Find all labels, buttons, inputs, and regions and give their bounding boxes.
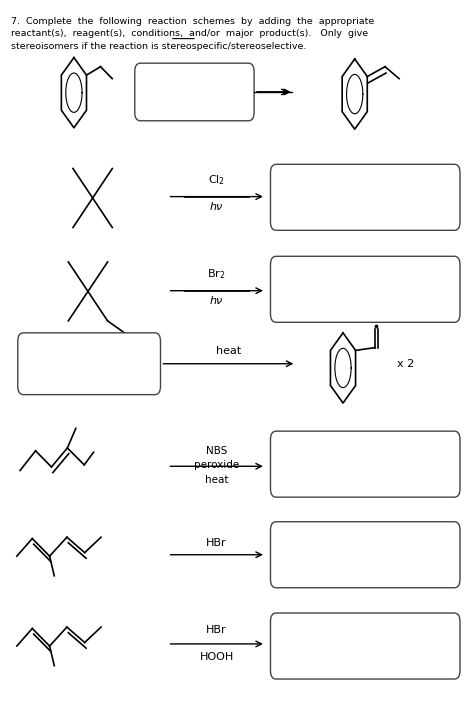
Text: stereoisomers if the reaction is stereospecific/stereoselective.: stereoisomers if the reaction is stereos… <box>11 42 306 51</box>
Text: 7.  Complete  the  following  reaction  schemes  by  adding  the  appropriate: 7. Complete the following reaction schem… <box>11 17 374 26</box>
Text: hν: hν <box>210 295 223 306</box>
Text: NBS: NBS <box>206 446 228 456</box>
FancyBboxPatch shape <box>271 522 460 588</box>
Text: x 2: x 2 <box>397 359 414 369</box>
Text: peroxide: peroxide <box>194 460 239 470</box>
Text: hν: hν <box>210 202 223 212</box>
Text: reactant(s),  reagent(s),  conditions,  and/or  major  product(s).   Only  give: reactant(s), reagent(s), conditions, and… <box>11 30 368 39</box>
FancyBboxPatch shape <box>18 333 161 395</box>
Text: HBr: HBr <box>206 538 227 548</box>
FancyBboxPatch shape <box>271 431 460 497</box>
FancyBboxPatch shape <box>271 164 460 231</box>
FancyBboxPatch shape <box>135 63 254 121</box>
Text: Cl$_2$: Cl$_2$ <box>208 173 225 187</box>
Text: heat: heat <box>216 346 241 356</box>
Text: HOOH: HOOH <box>200 651 234 662</box>
Text: Br$_2$: Br$_2$ <box>208 267 226 281</box>
FancyBboxPatch shape <box>271 257 460 322</box>
Text: HBr: HBr <box>206 625 227 635</box>
Text: heat: heat <box>205 474 228 484</box>
FancyBboxPatch shape <box>271 613 460 679</box>
